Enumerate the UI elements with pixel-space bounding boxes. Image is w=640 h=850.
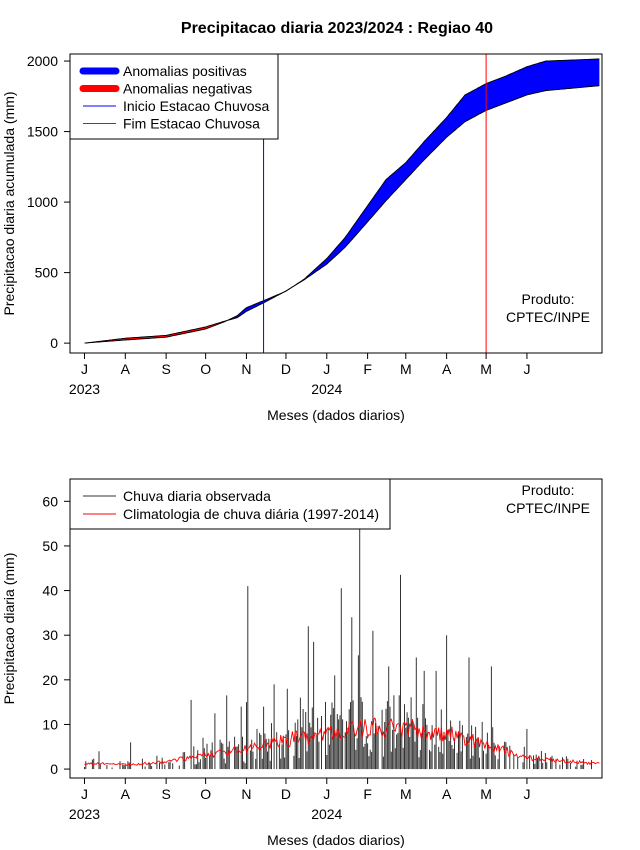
legend: Chuva diaria observada Climatologia de ch… bbox=[69, 478, 391, 530]
legend-label: Anomalias negativas bbox=[123, 81, 252, 97]
annotation-line: Produto: bbox=[522, 291, 575, 307]
x-tick-label: A bbox=[121, 786, 131, 802]
x-tick-label: O bbox=[200, 786, 211, 802]
x-tick-label: O bbox=[200, 361, 211, 377]
y-tick-label: 0 bbox=[50, 761, 58, 777]
x-tick-label: M bbox=[400, 361, 412, 377]
x-tick-label: J bbox=[81, 361, 88, 377]
y-tick-label: 500 bbox=[35, 265, 59, 281]
y-tick-label: 50 bbox=[42, 538, 58, 554]
annotation-line: Produto: bbox=[522, 482, 575, 498]
x-tick-label: J bbox=[81, 786, 88, 802]
figure-title: Precipitacao diaria 2023/2024 : Regiao 4… bbox=[181, 20, 493, 37]
x-tick-label: A bbox=[121, 361, 131, 377]
x-axis: J A S O N D J F M A M J 2023 2024 bbox=[69, 353, 530, 397]
y-tick-label: 0 bbox=[50, 335, 58, 351]
annotation-line: CPTEC/INPE bbox=[506, 309, 590, 325]
year-label: 2024 bbox=[311, 806, 342, 822]
year-label: 2023 bbox=[69, 381, 100, 397]
legend-label: Fim Estacao Chuvosa bbox=[123, 116, 260, 132]
x-axis: J A S O N D J F M A M J 2023 2024 bbox=[69, 778, 530, 822]
legend: Anomalias positivas Anomalias negativasIn… bbox=[69, 53, 279, 140]
y-axis-label: Precipitacao diaria (mm) bbox=[1, 553, 17, 705]
legend-label: Anomalias positivas bbox=[123, 63, 247, 79]
climatology-daily-line bbox=[84, 717, 600, 766]
y-axis-label: Precipitacao diaria acumulada (mm) bbox=[1, 91, 17, 315]
y-tick-label: 2000 bbox=[27, 53, 58, 69]
x-tick-label: F bbox=[363, 361, 372, 377]
x-tick-label: S bbox=[161, 786, 170, 802]
annotation-line: CPTEC/INPE bbox=[506, 500, 590, 516]
legend-label: Climatologia de chuva diária (1997-2014) bbox=[123, 506, 379, 522]
climatology-line bbox=[84, 717, 600, 766]
daily-precipitation-panel: 0 10 20 30 40 50 60 J A S O N D J F M A M J 2023 2024 Preci… bbox=[1, 478, 603, 848]
positive-anomaly-area bbox=[291, 58, 600, 288]
observed-cumulative-line bbox=[84, 58, 600, 344]
y-tick-label: 60 bbox=[42, 493, 58, 509]
x-axis-label: Meses (dados diarios) bbox=[267, 407, 405, 423]
legend-label: Inicio Estacao Chuvosa bbox=[123, 98, 270, 114]
legend-box bbox=[69, 478, 391, 530]
x-tick-label: F bbox=[363, 786, 372, 802]
x-tick-label: M bbox=[480, 786, 492, 802]
x-tick-label: D bbox=[281, 786, 291, 802]
x-tick-label: N bbox=[241, 786, 251, 802]
year-label: 2023 bbox=[69, 806, 100, 822]
y-axis: 0 500 1000 1500 2000 bbox=[27, 53, 70, 351]
climatology-cumulative-line bbox=[84, 85, 600, 344]
x-tick-label: J bbox=[523, 786, 530, 802]
x-tick-label: J bbox=[323, 786, 330, 802]
x-tick-label: M bbox=[480, 361, 492, 377]
y-tick-label: 1000 bbox=[27, 194, 58, 210]
x-tick-label: A bbox=[442, 786, 452, 802]
x-tick-label: J bbox=[523, 361, 530, 377]
product-annotation: Produto: CPTEC/INPE bbox=[506, 482, 590, 516]
y-axis: 0 10 20 30 40 50 60 bbox=[42, 493, 70, 777]
x-tick-label: N bbox=[241, 361, 251, 377]
x-tick-label: J bbox=[323, 361, 330, 377]
y-tick-label: 40 bbox=[42, 583, 58, 599]
x-axis-label: Meses (dados diarios) bbox=[267, 832, 405, 848]
x-tick-label: A bbox=[442, 361, 452, 377]
y-tick-label: 20 bbox=[42, 672, 58, 688]
product-annotation: Produto: CPTEC/INPE bbox=[506, 291, 590, 325]
x-tick-label: M bbox=[400, 786, 412, 802]
plot-frame bbox=[69, 53, 603, 354]
cumulative-lines bbox=[84, 58, 600, 344]
y-tick-label: 10 bbox=[42, 716, 58, 732]
year-label: 2024 bbox=[311, 381, 342, 397]
y-tick-label: 1500 bbox=[27, 124, 58, 140]
legend-label: Chuva diaria observada bbox=[123, 488, 271, 504]
y-tick-label: 30 bbox=[42, 627, 58, 643]
x-tick-label: S bbox=[161, 361, 170, 377]
cumulative-precipitation-panel: 0 500 1000 1500 2000 J A S O N D J F M A M J 2023 2024 Pr… bbox=[1, 53, 603, 423]
x-tick-label: D bbox=[281, 361, 291, 377]
